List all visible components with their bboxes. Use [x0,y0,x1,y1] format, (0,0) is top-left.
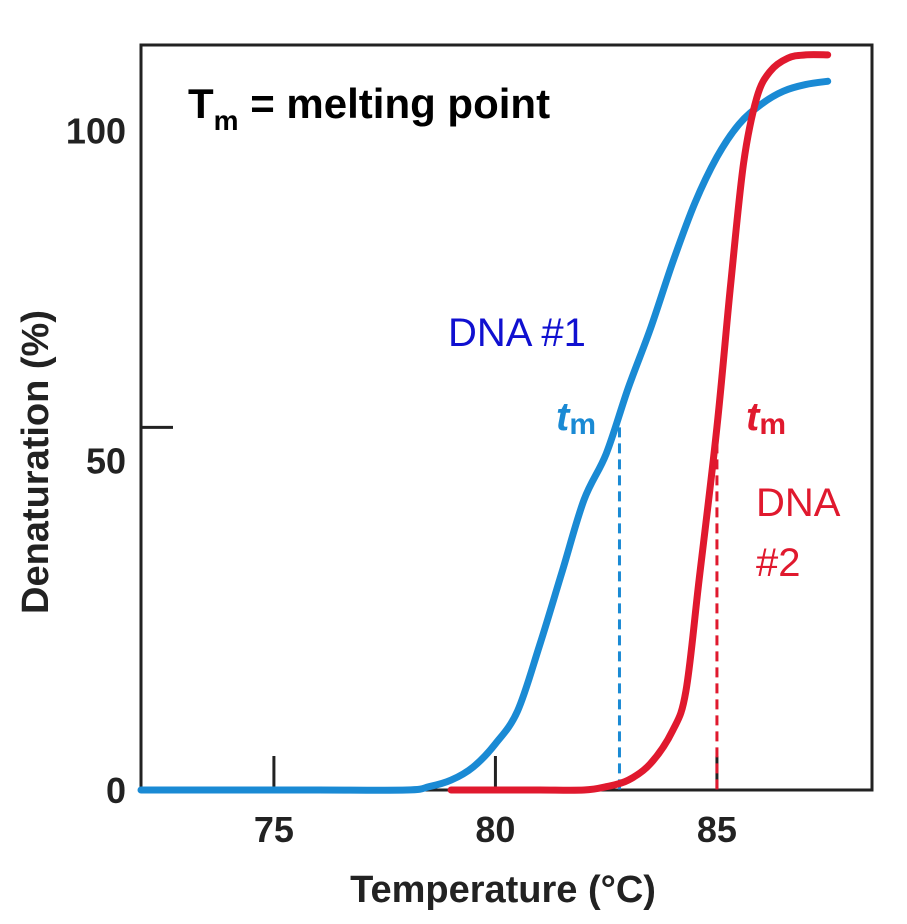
x-tick-label-85: 85 [697,809,737,850]
dna2-label-line2: #2 [756,541,801,585]
y-axis-ticks: 0 50 100 [66,111,126,811]
x-tick-label-80: 80 [475,809,515,850]
dna1-tm-letter: t [556,395,571,439]
dna1-tm-label: tm [556,395,596,441]
chart-title: Tm = melting point [188,80,550,136]
dna1-tm-subscript: m [569,408,596,441]
chart-title-subscript: m [214,105,239,136]
x-axis-label: Temperature (°C) [350,869,656,911]
y-tick-label-0: 0 [106,770,126,811]
dna2-label-line1: DNA [756,481,841,525]
chart-title-main: T [188,80,214,127]
series-2-line [447,51,832,794]
dna1-label: DNA #1 [448,311,586,355]
x-tick-label-75: 75 [254,809,294,850]
y-tick-label-50: 50 [86,440,126,481]
dna2-tm-subscript: m [759,408,786,441]
y-axis-label: Denaturation (%) [15,310,57,614]
chart-title-rest: = melting point [239,80,551,127]
dna2-tm-letter: t [746,395,761,439]
x-axis-ticks: 75 80 85 [254,756,737,850]
y-tick-label-100: 100 [66,111,126,152]
series-1-line [137,77,832,794]
series-layer [137,51,832,794]
dna2-tm-label: tm [746,395,786,441]
